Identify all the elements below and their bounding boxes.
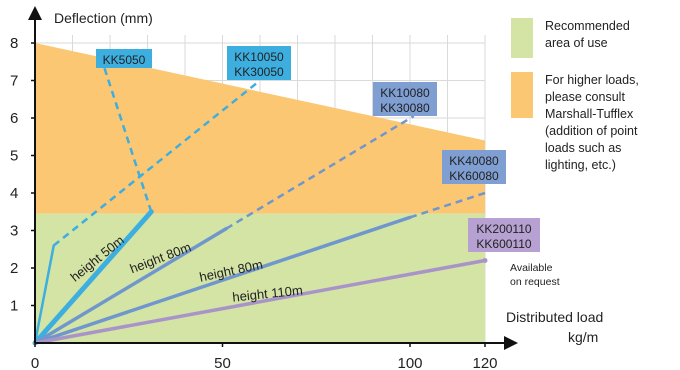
series-line-solid bbox=[32, 209, 154, 346]
legend-text: (addition of point bbox=[545, 124, 638, 138]
product-label: KK60080 bbox=[449, 169, 499, 183]
product-label: KK30080 bbox=[380, 101, 430, 115]
y-tick-label: 6 bbox=[10, 110, 18, 127]
legend-text: Recommended bbox=[545, 19, 630, 33]
y-tick-label: 5 bbox=[10, 148, 18, 165]
x-tick-label: 0 bbox=[31, 355, 39, 370]
product-label-bg bbox=[96, 49, 152, 68]
product-label: KK5050 bbox=[103, 53, 146, 67]
series-line-solid bbox=[33, 226, 228, 345]
x-axis-title: Distributed load bbox=[506, 309, 603, 325]
product-label: KK600110 bbox=[476, 237, 531, 251]
x-axis-arrow bbox=[504, 336, 518, 350]
y-tick-label: 8 bbox=[10, 35, 18, 52]
x-axis-unit: kg/m bbox=[568, 329, 598, 345]
legend-text: For higher loads, bbox=[545, 73, 639, 87]
series-kk10050 bbox=[33, 79, 261, 345]
product-label-bg bbox=[468, 218, 540, 252]
annotation-available: Available bbox=[510, 262, 553, 274]
annotation-on-request: on request bbox=[510, 276, 560, 288]
y-tick-label: 3 bbox=[10, 223, 18, 240]
y-tick-label: 7 bbox=[10, 73, 18, 90]
series-kk200110 bbox=[33, 258, 487, 345]
y-tick-label: 1 bbox=[10, 298, 18, 315]
product-label: KK200110 bbox=[476, 222, 531, 236]
height-label: height 110m bbox=[232, 282, 304, 304]
product-label: KK10080 bbox=[380, 86, 430, 100]
product-label: KK40080 bbox=[449, 154, 499, 168]
x-tick-label: 120 bbox=[472, 355, 497, 370]
product-label-bg bbox=[227, 46, 291, 80]
legend-swatch bbox=[511, 18, 533, 58]
product-label: KK30050 bbox=[234, 65, 284, 79]
product-label: KK10050 bbox=[234, 50, 284, 64]
legend-text: please consult bbox=[545, 90, 625, 104]
series-endpoint bbox=[482, 258, 488, 263]
product-label-bg bbox=[442, 150, 506, 184]
series-line-solid bbox=[33, 258, 487, 345]
x-tick-label: 50 bbox=[214, 355, 231, 370]
series-kk10080 bbox=[33, 115, 415, 345]
product-label-bg bbox=[373, 82, 437, 116]
y-tick-label: 4 bbox=[10, 185, 18, 202]
series-kk40080 bbox=[33, 191, 486, 345]
higher-load-region bbox=[35, 43, 485, 214]
product-label-box: KK5050 bbox=[96, 49, 152, 68]
recommended-region bbox=[35, 213, 485, 343]
legend-text: lighting, etc.) bbox=[545, 158, 616, 172]
series-line-solid bbox=[33, 244, 55, 345]
series-line-dashed bbox=[225, 115, 415, 230]
series-kk5050 bbox=[32, 50, 154, 346]
y-axis-title: Deflection (mm) bbox=[54, 10, 153, 26]
legend-text: loads such as bbox=[545, 141, 621, 155]
series-line-solid bbox=[33, 215, 412, 345]
legend-swatch bbox=[511, 72, 533, 118]
series-line-dashed bbox=[409, 191, 486, 219]
legend-text: Marshall-Tufflex bbox=[545, 107, 634, 121]
series-line-dashed bbox=[52, 79, 261, 247]
y-axis-arrow bbox=[28, 6, 42, 20]
legend: Recommended area of use For higher loads, p… bbox=[511, 18, 639, 172]
x-tick-label: 100 bbox=[397, 355, 422, 370]
series-line-dashed bbox=[97, 50, 153, 213]
y-tick-label: 2 bbox=[10, 260, 18, 277]
legend-text: area of use bbox=[545, 36, 608, 50]
